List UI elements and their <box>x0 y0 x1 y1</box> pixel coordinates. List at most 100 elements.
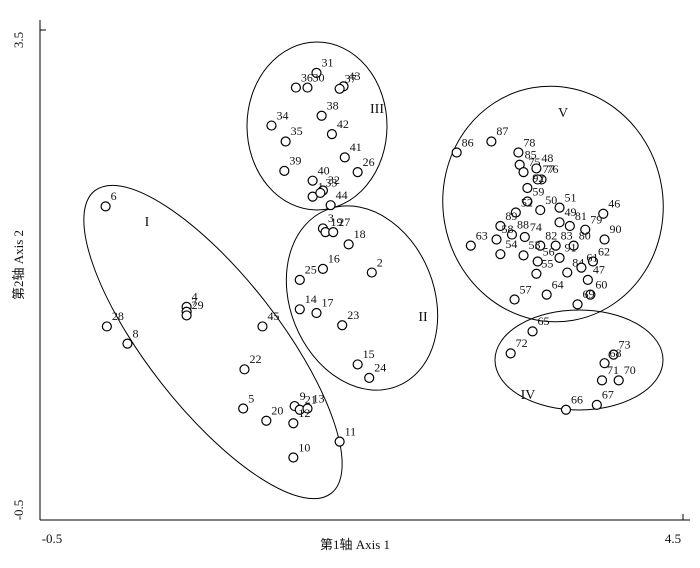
point-label: 2 <box>377 255 383 269</box>
point-label: 48 <box>541 151 553 165</box>
point <box>572 299 583 310</box>
point <box>582 274 593 285</box>
point-label: 9 <box>300 389 306 403</box>
y-axis-label: 第2轴 Axis 2 <box>11 230 26 300</box>
point-label: 88 <box>517 217 529 231</box>
point <box>495 220 506 232</box>
point-label: 91 <box>565 241 577 255</box>
point-label: 67 <box>602 388 614 402</box>
point-label: 44 <box>336 188 348 202</box>
point-label: 70 <box>624 363 636 377</box>
point <box>451 147 462 158</box>
point-label: 50 <box>545 193 557 207</box>
point <box>518 250 529 261</box>
point <box>599 234 610 245</box>
point <box>239 364 250 375</box>
point <box>290 82 302 93</box>
point <box>288 452 299 463</box>
point-label: 17 <box>321 296 333 310</box>
point-label: 30 <box>312 70 324 84</box>
point <box>509 294 520 305</box>
point-label: 21 <box>305 393 317 407</box>
point <box>465 240 476 251</box>
point <box>366 267 377 278</box>
point <box>181 310 192 321</box>
point-label: 34 <box>276 108 288 122</box>
point-label: 35 <box>291 124 303 138</box>
cluster-label: II <box>418 310 428 325</box>
point-label: 31 <box>321 56 333 70</box>
point-label: 74 <box>530 220 542 234</box>
cluster-label: III <box>370 102 384 117</box>
point-label: 78 <box>523 135 535 149</box>
point-label: 28 <box>112 309 124 323</box>
cluster-ellipse <box>246 41 388 211</box>
point <box>587 256 599 267</box>
cluster-label: IV <box>521 388 536 403</box>
point-label: 43 <box>348 69 360 83</box>
point-label: 16 <box>328 252 340 266</box>
point-label: 6 <box>111 189 117 203</box>
point-label: 51 <box>565 190 577 204</box>
point-label: 11 <box>345 424 357 438</box>
point-label: 64 <box>552 277 564 291</box>
point <box>257 321 268 332</box>
point <box>352 167 363 178</box>
point <box>554 217 565 228</box>
point-label: 58 <box>502 222 514 236</box>
point <box>328 227 339 238</box>
point-label: 22 <box>249 352 261 366</box>
point-label: 86 <box>462 135 474 149</box>
point-label: 73 <box>619 337 631 351</box>
point-label: 59 <box>532 184 544 198</box>
point-label: 56 <box>543 244 555 258</box>
point-label: 85 <box>525 148 537 162</box>
point-label: 69 <box>583 287 595 301</box>
point-label: 14 <box>305 292 317 306</box>
point <box>564 220 575 232</box>
y-tick-label: 3.5 <box>11 32 26 48</box>
point <box>532 174 543 185</box>
point <box>576 262 587 273</box>
point-label: 71 <box>607 363 619 377</box>
point <box>302 403 313 414</box>
point <box>527 326 538 337</box>
point-label: 37 <box>345 72 357 86</box>
point-label: 4 <box>192 290 198 304</box>
point-label: 63 <box>476 228 488 242</box>
point-label: 41 <box>350 140 362 154</box>
point <box>599 358 610 369</box>
point-label: 20 <box>271 404 283 418</box>
point <box>326 129 338 140</box>
point-label: 45 <box>267 309 279 323</box>
point <box>491 234 502 245</box>
point <box>550 240 561 251</box>
point <box>560 404 572 415</box>
point <box>307 175 318 186</box>
point-label: 55 <box>541 257 553 271</box>
point <box>311 67 322 78</box>
point <box>334 436 345 447</box>
point <box>352 359 363 370</box>
point-label: 60 <box>595 277 607 291</box>
point-label: 65 <box>538 314 550 328</box>
point-label: 46 <box>608 197 620 211</box>
point <box>339 152 350 163</box>
point-label: 54 <box>505 237 517 251</box>
point <box>522 182 533 194</box>
point <box>608 349 619 360</box>
point-label: 72 <box>516 336 528 350</box>
point <box>531 163 542 174</box>
point-label: 57 <box>520 282 532 296</box>
point <box>486 136 497 147</box>
point <box>261 415 272 426</box>
point <box>535 240 546 251</box>
point-label: 39 <box>289 154 301 168</box>
point <box>280 136 291 147</box>
point <box>495 249 506 260</box>
point-label: 36 <box>301 70 313 84</box>
point <box>554 202 565 213</box>
cluster-ellipse <box>494 309 664 411</box>
point-label: 89 <box>505 209 517 223</box>
